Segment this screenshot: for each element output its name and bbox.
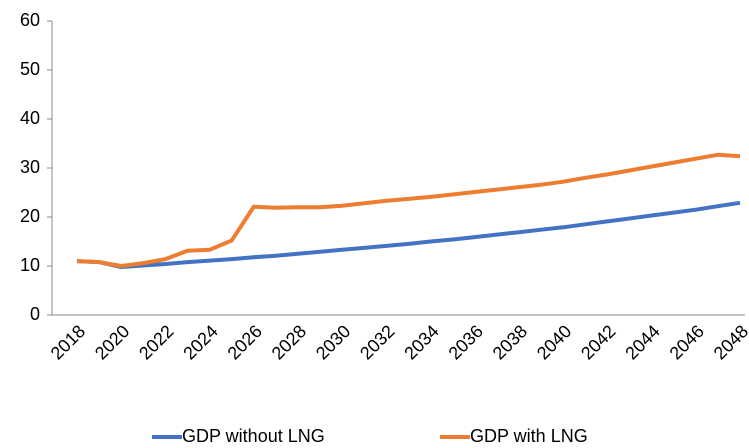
x-tick-label: 2028 [268, 321, 310, 363]
x-tick-label: 2038 [489, 321, 531, 363]
x-tick-label: 2036 [445, 321, 487, 363]
y-tick-label: 0 [30, 304, 40, 324]
x-tick-label: 2026 [224, 321, 266, 363]
x-tick-label: 2032 [356, 321, 398, 363]
legend-label: GDP with LNG [470, 426, 588, 446]
y-tick-label: 20 [20, 206, 40, 226]
y-tick-label: 40 [20, 108, 40, 128]
x-tick-label: 2030 [312, 321, 354, 363]
x-tick-label: 2018 [47, 321, 89, 363]
x-tick-label: 2020 [91, 321, 133, 363]
y-tick-label: 60 [20, 10, 40, 30]
x-tick-label: 2034 [400, 321, 442, 363]
legend-label: GDP without LNG [182, 426, 325, 446]
series-line [76, 152, 741, 268]
x-tick-label: 2042 [577, 321, 619, 363]
x-tick-label: 2022 [135, 321, 177, 363]
x-tick-label: 2048 [710, 321, 749, 363]
x-tick-label: 2024 [179, 321, 221, 363]
x-tick-label: 2044 [621, 321, 663, 363]
y-tick-label: 30 [20, 157, 40, 177]
y-tick-label: 10 [20, 255, 40, 275]
x-tick-label: 2040 [533, 321, 575, 363]
x-tick-label: 2046 [666, 321, 708, 363]
y-tick-label: 50 [20, 59, 40, 79]
series-line [76, 200, 741, 269]
